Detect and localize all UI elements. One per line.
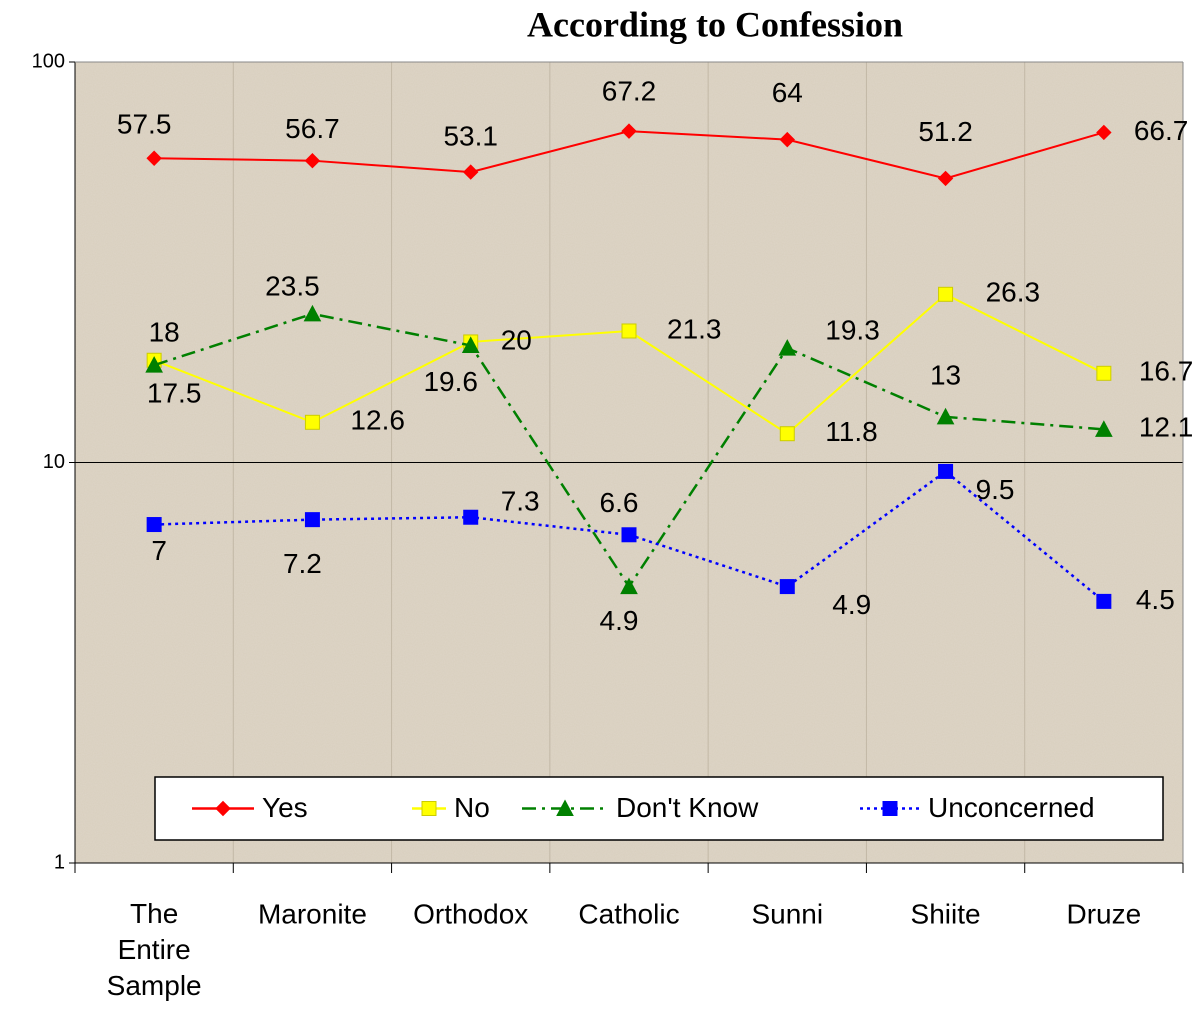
- x-tick-label: Sunni: [751, 898, 823, 929]
- data-label: 9.5: [976, 474, 1015, 505]
- data-point: [304, 152, 321, 169]
- legend-marker: [882, 801, 898, 816]
- x-tick-label: The Entire Sample: [107, 898, 202, 1001]
- legend-marker: [421, 801, 437, 816]
- legend-label: No: [454, 792, 490, 823]
- data-label: 17.5: [147, 378, 202, 409]
- data-label: 19.6: [423, 366, 478, 397]
- data-point: [620, 577, 638, 595]
- data-label: 6.6: [600, 487, 639, 518]
- data-label: 4.5: [1136, 584, 1175, 615]
- y-tick-label: 1: [54, 851, 65, 873]
- data-point: [778, 339, 797, 356]
- data-label: 56.7: [285, 113, 340, 144]
- data-label: 66.7: [1134, 115, 1189, 146]
- y-tick-label: 100: [32, 50, 65, 72]
- data-point: [1096, 593, 1112, 609]
- legend-box: [154, 776, 1164, 841]
- data-label: 67.2: [602, 76, 657, 107]
- chart-title: According to Confession: [527, 4, 903, 44]
- data-label: 26.3: [986, 277, 1041, 308]
- data-point: [779, 131, 795, 148]
- data-point: [779, 426, 795, 442]
- data-point: [1095, 420, 1113, 437]
- y-tick-label: 10: [43, 451, 65, 473]
- data-point: [146, 150, 162, 166]
- legend-label: Don't Know: [616, 792, 759, 823]
- data-point: [461, 336, 480, 353]
- data-label: 7: [151, 535, 167, 566]
- legend-marker: [215, 800, 231, 817]
- data-point: [938, 463, 954, 479]
- data-label: 11.8: [825, 416, 877, 447]
- legend-label: Yes: [262, 792, 308, 823]
- x-tick-label: Maronite: [258, 898, 367, 929]
- data-label: 21.3: [667, 313, 722, 344]
- data-label: 12.6: [350, 405, 405, 436]
- data-label: 18: [149, 317, 180, 348]
- legend-marker: [556, 799, 574, 816]
- data-label: 4.9: [600, 605, 639, 636]
- data-point: [621, 527, 637, 543]
- x-tick-label: Orthodox: [413, 898, 528, 929]
- data-point: [621, 123, 637, 139]
- data-point: [1096, 365, 1112, 381]
- data-label: 7.3: [501, 486, 540, 517]
- data-label: 13: [930, 359, 961, 390]
- x-tick-label: Shiite: [911, 898, 981, 929]
- data-point: [304, 414, 320, 430]
- data-point: [938, 286, 954, 302]
- data-label: 4.9: [832, 589, 871, 620]
- data-point: [936, 407, 955, 425]
- legend-label: Unconcerned: [928, 792, 1095, 823]
- data-point: [303, 304, 322, 322]
- data-point: [146, 517, 162, 533]
- data-point: [1096, 124, 1112, 141]
- x-tick-label: Druze: [1067, 898, 1142, 929]
- data-label: 12.1: [1139, 412, 1194, 443]
- data-point: [463, 164, 479, 180]
- data-label: 64: [772, 77, 803, 108]
- data-label: 20: [501, 324, 532, 355]
- x-tick-label: Catholic: [578, 898, 679, 929]
- data-point: [621, 323, 637, 339]
- data-label: 53.1: [443, 120, 498, 151]
- data-point: [937, 170, 954, 187]
- data-label: 23.5: [265, 270, 320, 301]
- data-label: 16.7: [1139, 356, 1194, 387]
- data-point: [304, 512, 320, 528]
- data-label: 57.5: [117, 109, 172, 140]
- data-label: 7.2: [283, 548, 322, 579]
- data-point: [145, 356, 163, 373]
- data-label: 19.3: [825, 315, 880, 346]
- data-point: [779, 579, 795, 595]
- data-label: 51.2: [918, 116, 973, 147]
- data-point: [463, 509, 479, 525]
